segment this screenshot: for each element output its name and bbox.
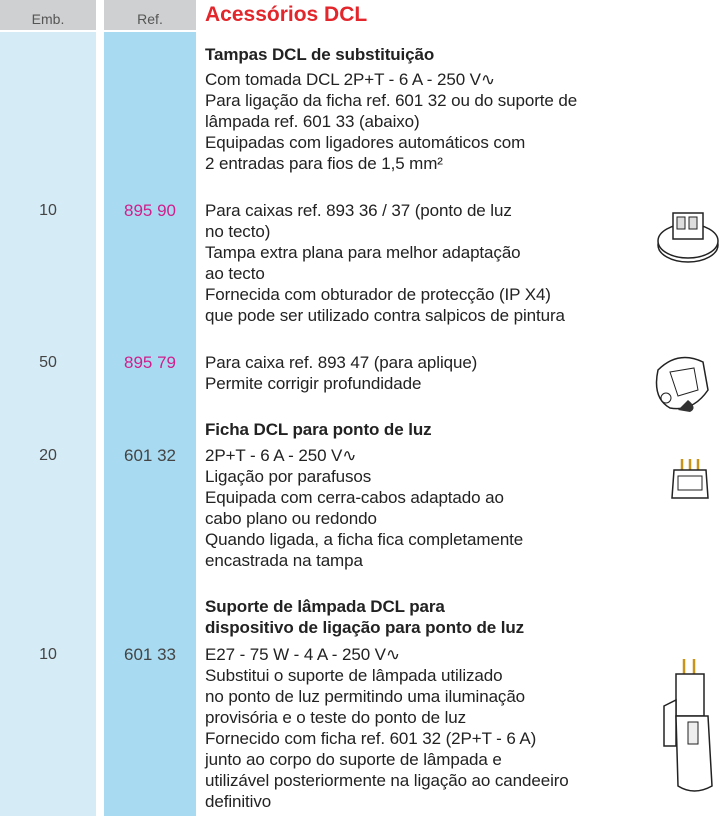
description-line: no ponto de luz permitindo uma iluminaçã… [205, 687, 526, 706]
ref-value: 895 90 [124, 201, 176, 220]
description-line: Ligação por parafusos [205, 467, 372, 486]
description-line: E27 - 75 W - 4 A - 250 V∿ [205, 645, 401, 664]
description-line: Equipadas com ligadores automáticos com [205, 133, 526, 152]
ref-value: 601 33 [124, 645, 176, 664]
description-line: Fornecida com obturador de protecção (IP… [205, 285, 551, 304]
description-line: ao tecto [205, 264, 265, 283]
section-heading: Suporte de lâmpada DCL para [205, 597, 445, 616]
description-line: lâmpada ref. 601 33 (abaixo) [205, 112, 420, 131]
section-heading: dispositivo de ligação para ponto de luz [205, 618, 525, 637]
ref-header: Ref. [104, 0, 196, 30]
icon-cover-wall [655, 356, 709, 412]
description-line: Tampa extra plana para melhor adaptação [205, 243, 521, 262]
description-line: utilizável posteriormente na ligação ao … [205, 771, 569, 790]
emb-value: 10 [39, 646, 57, 663]
description-line: no tecto) [205, 222, 271, 241]
icon-cover-flat [657, 212, 719, 263]
description-line: provisória e o teste do ponto de luz [205, 708, 467, 727]
section-heading: Ficha DCL para ponto de luz [205, 420, 432, 439]
emb-value: 50 [39, 354, 57, 371]
ref-column [104, 32, 196, 816]
emb-column [0, 32, 96, 816]
emb-value: 20 [39, 447, 57, 464]
description-line: 2P+T - 6 A - 250 V∿ [205, 446, 357, 465]
icon-plug [671, 459, 709, 499]
description-line: cabo plano ou redondo [205, 509, 377, 528]
ref-value: 601 32 [124, 446, 176, 465]
description-line: Quando ligada, a ficha fica completament… [205, 530, 524, 549]
description-line: Permite corrigir profundidade [205, 374, 422, 393]
emb-header: Emb. [0, 0, 96, 30]
ref-value: 895 79 [124, 353, 176, 372]
description-line: junto ao corpo do suporte de lâmpada e [205, 750, 502, 769]
description-line: Equipada com cerra-cabos adaptado ao [205, 488, 504, 507]
description-line: Para caixa ref. 893 47 (para aplique) [205, 353, 478, 372]
description-line: definitivo [205, 792, 272, 811]
section-heading: Tampas DCL de substituição [205, 45, 435, 64]
icon-lampholder [663, 659, 713, 792]
description-line: Com tomada DCL 2P+T - 6 A - 250 V∿ [205, 70, 496, 89]
description-line: encastrada na tampa [205, 551, 363, 570]
page-title: Acessórios DCL [205, 3, 368, 26]
description-line: Fornecido com ficha ref. 601 32 (2P+T - … [205, 729, 537, 748]
description-line: Para ligação da ficha ref. 601 32 ou do … [205, 91, 578, 110]
description-line: 2 entradas para fios de 1,5 mm² [205, 154, 443, 173]
description-line: que pode ser utilizado contra salpicos d… [205, 306, 565, 325]
emb-value: 10 [39, 202, 57, 219]
description-line: Substitui o suporte de lâmpada utilizado [205, 666, 503, 685]
description-line: Para caixas ref. 893 36 / 37 (ponto de l… [205, 201, 512, 220]
